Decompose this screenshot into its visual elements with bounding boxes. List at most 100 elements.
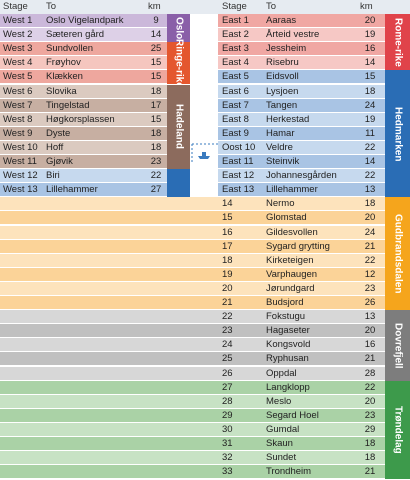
row-bg xyxy=(0,296,218,311)
region-label: Rome-rike xyxy=(392,17,404,67)
stage: East 8 xyxy=(222,113,249,125)
distance-km: 22 xyxy=(364,141,376,153)
distance-km: 14 xyxy=(364,57,376,69)
row-bg xyxy=(218,211,385,226)
ferry-icon xyxy=(191,143,218,164)
distance-km: 28 xyxy=(364,367,376,379)
destination: Budsjord xyxy=(266,297,304,308)
header-label: Stage xyxy=(222,1,247,12)
stage: West 8 xyxy=(3,113,33,125)
destination: Hagaseter xyxy=(266,325,310,337)
row-bg xyxy=(0,338,218,353)
stage: 22 xyxy=(222,311,233,323)
distance-km: 27 xyxy=(150,184,162,196)
row-bg xyxy=(218,197,385,212)
row-bg xyxy=(218,14,385,29)
row-bg xyxy=(0,366,218,381)
stage: West 4 xyxy=(3,57,33,69)
stage: East 7 xyxy=(222,99,249,111)
header-label: km xyxy=(148,1,161,12)
row-bg xyxy=(0,14,167,29)
row-bg xyxy=(218,126,385,141)
distance-km: 24 xyxy=(364,226,376,238)
distance-km: 23 xyxy=(150,156,162,167)
row-bg xyxy=(0,155,167,170)
row-bg xyxy=(0,267,218,282)
stage: 15 xyxy=(222,212,233,224)
distance-km: 20 xyxy=(364,325,376,337)
row-bg xyxy=(218,324,385,339)
region-label-line: Rome- xyxy=(392,17,404,49)
destination: Nermo xyxy=(266,198,295,210)
row-bg xyxy=(0,408,218,423)
region-label-line: Ringe- xyxy=(173,38,185,70)
destination: Steinvik xyxy=(266,156,300,167)
destination: Gildesvollen xyxy=(266,226,318,238)
distance-km: 16 xyxy=(364,43,376,55)
destination: Gumdal xyxy=(266,423,300,435)
row-bg xyxy=(218,28,385,43)
destination: Langklopp xyxy=(266,381,310,393)
destination: Lillehammer xyxy=(266,184,318,196)
region-label-line: Hadeland xyxy=(173,104,185,150)
row-bg xyxy=(0,126,167,141)
row-bg xyxy=(0,98,167,113)
region-label-line: Dovrefjell xyxy=(392,322,404,369)
distance-km: 22 xyxy=(364,381,376,393)
destination: Biri xyxy=(46,170,60,182)
row-bg xyxy=(0,70,167,85)
row-bg xyxy=(0,380,218,395)
region-label-line: Oslo xyxy=(173,16,185,40)
destination: Tingelstad xyxy=(46,99,90,111)
region-label-line: rike xyxy=(173,70,185,88)
row-bg xyxy=(218,70,385,85)
row-bg xyxy=(0,42,167,57)
region-label: Trøndelag xyxy=(392,406,404,454)
region-band: Gudbrandsdalen xyxy=(385,197,410,311)
stage: East 13 xyxy=(222,184,255,196)
distance-km: 20 xyxy=(364,395,376,407)
header-bar xyxy=(0,0,410,14)
distance-km: 18 xyxy=(150,127,162,139)
row-bg xyxy=(0,225,218,240)
stage: West 2 xyxy=(3,29,33,41)
distance-km: 18 xyxy=(364,85,376,97)
stage: 30 xyxy=(222,423,233,435)
region-label-line: Trøndelag xyxy=(392,406,404,454)
destination: Hamar xyxy=(266,127,295,139)
distance-km: 16 xyxy=(364,339,376,351)
region-band: Hedmarken xyxy=(385,70,410,198)
region-band: Trøndelag xyxy=(385,380,410,480)
destination: Fokstugu xyxy=(266,311,306,323)
distance-km: 15 xyxy=(150,57,162,69)
row-bg xyxy=(0,451,218,466)
row-bg xyxy=(218,394,385,409)
stage: West 11 xyxy=(3,156,37,167)
header-label: To xyxy=(46,1,57,12)
distance-km: 13 xyxy=(364,311,376,323)
distance-km: 13 xyxy=(364,184,376,196)
distance-km: 19 xyxy=(364,113,376,125)
destination: Klækken xyxy=(46,71,83,83)
row-bg xyxy=(0,253,218,268)
region-band xyxy=(167,169,190,198)
row-bg xyxy=(0,422,218,437)
stage: West 13 xyxy=(3,184,38,196)
row-bg xyxy=(218,267,385,282)
row-bg xyxy=(218,465,385,480)
stage: West 10 xyxy=(3,141,38,153)
destination: Trondheim xyxy=(266,466,312,478)
stage: 26 xyxy=(222,367,233,379)
stage: West 6 xyxy=(3,85,33,97)
row-bg xyxy=(218,281,385,296)
destination: Segard Hoel xyxy=(266,409,319,421)
distance-km: 18 xyxy=(364,438,376,449)
destination: Lysjoen xyxy=(266,85,299,97)
distance-km: 18 xyxy=(150,85,162,97)
stage: 27 xyxy=(222,381,233,393)
stage: East 11 xyxy=(222,156,254,167)
row-bg xyxy=(218,451,385,466)
stage: 20 xyxy=(222,282,233,294)
stage: Oost 10 xyxy=(222,141,256,153)
destination: Johannesgården xyxy=(266,170,337,182)
